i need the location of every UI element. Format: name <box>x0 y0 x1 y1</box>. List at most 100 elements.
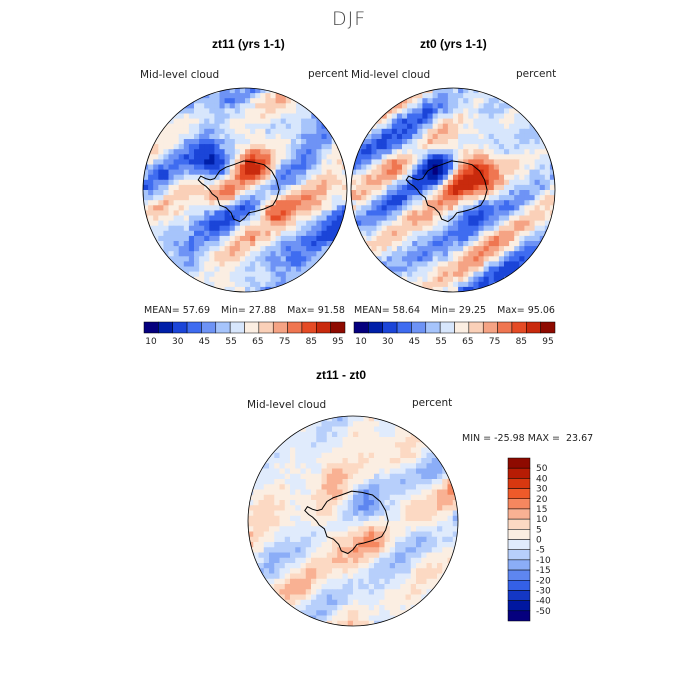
panel2-map-cell <box>478 159 485 166</box>
panel2-map-cell <box>488 128 495 135</box>
panel2-map-cell <box>432 220 439 227</box>
panel1-map-cell <box>285 195 292 201</box>
panel2-map-cell <box>442 159 449 166</box>
panel3-map-cell <box>389 437 396 443</box>
panel2-map-cell <box>544 159 551 166</box>
panel2-map-cell <box>498 103 505 109</box>
panel1-map-cell <box>234 133 241 140</box>
panel2-map-cell <box>432 205 439 211</box>
panel1-map-cell <box>183 195 190 201</box>
panel1-title: zt11 (yrs 1-1) <box>212 37 285 51</box>
panel2-max-label: Max= <box>497 305 525 316</box>
panel1-map-cell <box>275 93 282 99</box>
panel1-map-cell <box>183 230 190 237</box>
panel2-map-cell <box>417 169 423 176</box>
panel1-map-cell <box>178 108 185 115</box>
panel2-map-cell <box>453 154 459 160</box>
panel3-map-cell <box>374 526 380 533</box>
panel3-map-cell <box>248 416 254 422</box>
panel2-map-cell <box>356 103 362 109</box>
panel1-map-cell <box>336 261 343 268</box>
panel1-map-cell <box>168 88 175 94</box>
panel1-map-cell <box>219 133 226 140</box>
panel3-map-cell <box>342 542 349 548</box>
panel3-map-cell <box>347 578 354 585</box>
panel3-map-cell <box>442 494 449 501</box>
panel3-map-cell <box>363 615 370 622</box>
panel2-map-cell <box>509 286 515 292</box>
panel3-map-cell <box>426 515 433 522</box>
panel1-map-cell <box>341 241 347 247</box>
panel3-map-cell <box>284 489 291 496</box>
panel1-map-cell <box>229 113 236 120</box>
panel2-map-cell <box>422 230 429 237</box>
panel3-map-cell <box>284 568 291 575</box>
panel2-map-cell <box>468 133 474 140</box>
panel1-map-cell <box>245 133 251 140</box>
panel2-map-cell <box>519 200 525 206</box>
panel3-map-cell <box>431 578 438 585</box>
panel2-map-cell <box>432 235 439 242</box>
panel3-map-cell <box>269 557 275 564</box>
panel1-map-cell <box>316 276 323 283</box>
panel2-map-cell <box>549 184 555 191</box>
panel3-map-cell <box>337 594 344 601</box>
panel2-map-cell <box>544 103 551 109</box>
panel1-map-cell <box>265 256 272 262</box>
panel1-map-cell <box>260 174 266 181</box>
panel2-map-cell <box>422 133 429 140</box>
panel2-map-cell <box>478 271 485 278</box>
panel2-map-cell <box>498 195 505 201</box>
panel1-map-cell <box>250 241 256 247</box>
panel3-map-cell <box>274 563 281 569</box>
panel2-map-cell <box>478 154 485 160</box>
panel1-map-cell <box>270 235 277 242</box>
panel3-map-cell <box>316 442 323 449</box>
panel3-map-cell <box>374 484 380 491</box>
panel1-map-cell <box>280 276 287 283</box>
panel1-map-cell <box>306 220 312 227</box>
panel2-map-cell <box>463 174 469 181</box>
panel3-map-cell <box>248 584 254 590</box>
panel1-map-cell <box>280 174 287 181</box>
panel2-map-cell <box>478 93 485 99</box>
panel3-map-cell <box>405 416 412 422</box>
panel2-map-cell <box>351 261 357 268</box>
panel1-map-cell <box>204 266 210 273</box>
panel2-map-cell <box>447 281 454 288</box>
panel1-map-cell <box>214 241 221 247</box>
panel2-map-coastline <box>405 160 488 223</box>
panel2-map-cell <box>524 144 531 150</box>
panel3-map-cell <box>337 421 344 428</box>
panel3-map-cell <box>389 605 396 611</box>
panel1-map-cell <box>280 190 287 196</box>
panel2-map-cell <box>468 190 474 196</box>
panel1-map-cell <box>265 210 272 217</box>
panel2-map-cell <box>361 128 367 135</box>
panel1-map-cell <box>326 195 333 201</box>
panel1-map-cell <box>158 225 164 232</box>
panel3-map-cell <box>248 442 254 449</box>
panel2-map-cell <box>422 93 429 99</box>
panel2-map-cell <box>493 133 500 140</box>
panel2-map-cell <box>371 190 378 196</box>
panel1-map-cell <box>321 93 328 99</box>
panel3-map-cell <box>437 594 443 601</box>
panel3-map-cell <box>337 458 344 464</box>
panel2-map-cell <box>366 215 372 222</box>
panel1-map-cell <box>158 103 164 109</box>
panel2-map-cell <box>544 174 551 181</box>
panel1-map-cell <box>245 215 251 222</box>
panel2-map-cell <box>371 271 378 278</box>
panel2-map-cell <box>361 230 367 237</box>
panel2-map-cell <box>442 184 449 191</box>
panel1-map-cell <box>199 271 205 278</box>
panel1-map-cell <box>280 108 287 115</box>
panel3-map-cell <box>316 484 323 491</box>
panel3-map-cell <box>253 589 260 596</box>
panel2-map-cell <box>498 159 505 166</box>
panel1-map-cell <box>316 220 323 227</box>
panel3-map-cell <box>353 489 359 496</box>
panel3-map-cell <box>274 431 281 438</box>
panel1-map-cell <box>209 169 215 176</box>
